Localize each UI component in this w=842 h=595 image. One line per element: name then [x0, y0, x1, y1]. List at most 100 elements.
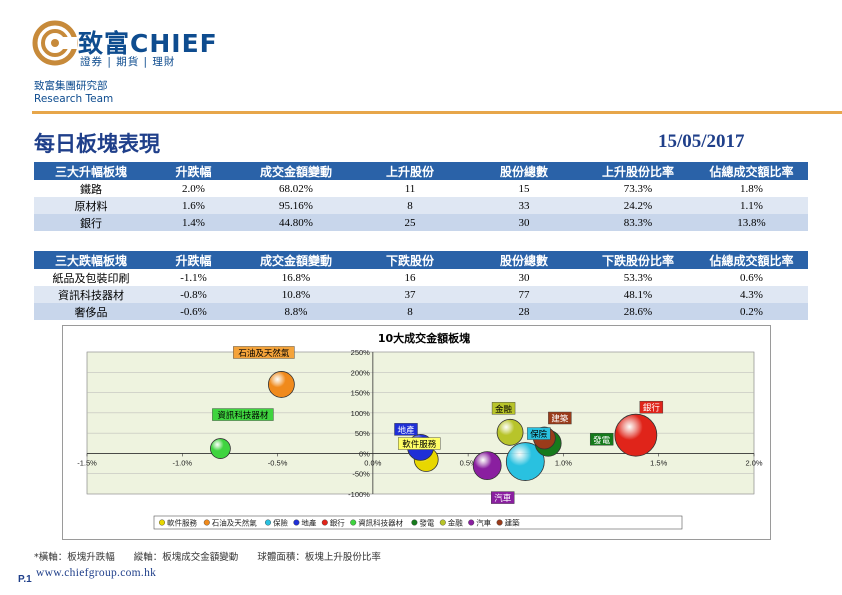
legend-label: 地產 [301, 518, 316, 528]
legend-label: 軟件服務 [167, 518, 197, 528]
table-cell: 15 [467, 180, 581, 197]
y-tick-label: -50% [352, 470, 370, 479]
bubble-label-box [639, 400, 664, 414]
table-cell: 68.02% [239, 180, 353, 197]
legend-marker [468, 519, 475, 526]
bubble-label-box [491, 402, 516, 415]
column-header: 上升股份 [353, 162, 467, 180]
x-tick-label: 0.5% [460, 458, 477, 467]
department-cn: 致富集團研究部 [34, 80, 108, 92]
page-number: P.1 [18, 574, 32, 585]
column-header: 佔總成交額比率 [695, 251, 808, 269]
table-cell: 44.80% [239, 214, 353, 231]
plot-area [86, 351, 755, 495]
table-cell: -0.6% [148, 303, 239, 320]
bubble-chart: 10大成交金額板塊 250% 200% 150% 100% 50% 0% -50% -100%… [77, 331, 763, 530]
y-tick-label: 250% [351, 348, 371, 357]
bubble-label-box [527, 427, 551, 440]
sector-name: 銀行 [34, 214, 148, 231]
chart-legend [153, 515, 683, 530]
bubble-2 [505, 442, 545, 481]
legend-marker [293, 519, 300, 526]
brand-subtitle: 證券 | 期貨 | 理財 [80, 56, 176, 68]
bubble-label: 發電 [593, 436, 611, 446]
y-tick-label: 150% [351, 389, 371, 398]
legend-label: 保險 [273, 518, 288, 528]
table-row: 資訊科技器材 -0.8% 10.8% 37 77 48.1% 4.3% [34, 286, 808, 303]
column-header: 下跌股份 [353, 251, 467, 269]
department-en: Research Team [34, 93, 114, 105]
table-row: 原材料 1.6% 95.16% 8 33 24.2% 1.1% [34, 197, 808, 214]
table-cell: 1.6% [148, 197, 239, 214]
legend-label: 發電 [419, 519, 434, 528]
table-cell: 10.8% [239, 286, 353, 303]
column-header: 三大升幅板塊 [34, 162, 148, 180]
footnote-x-axis: *橫軸：板塊升跌幅 [34, 552, 115, 563]
header-divider [32, 111, 842, 114]
legend-marker [321, 519, 328, 526]
sector-name: 奢侈品 [34, 303, 148, 320]
y-tick-label: 0% [359, 449, 370, 458]
bubble-label: 保險 [530, 429, 548, 440]
table-cell: 30 [467, 269, 581, 286]
y-tick-label: -100% [348, 490, 370, 499]
x-tick-label: 2.0% [745, 458, 762, 467]
bubble-label: 軟件服務 [402, 439, 437, 450]
table-cell: 11 [353, 180, 467, 197]
table-cell: -1.1% [148, 269, 239, 286]
column-header: 升跌幅 [148, 251, 239, 269]
sector-name: 資訊科技器材 [34, 286, 148, 303]
legend-marker [158, 519, 165, 526]
table-row: 銀行 1.4% 44.80% 25 30 83.3% 13.8% [34, 214, 808, 231]
legend-marker [496, 519, 503, 526]
bubble-8 [472, 451, 502, 481]
legend-marker [350, 519, 357, 526]
legend-label: 銀行 [330, 518, 345, 528]
x-tick-label: -1.5% [77, 458, 97, 467]
bubble-label: 建築 [551, 414, 569, 425]
bubble-label-box [394, 423, 418, 436]
legend-label: 汽車 [476, 518, 491, 528]
table-cell: 1.4% [148, 214, 239, 231]
legend-marker [411, 519, 418, 526]
legend-marker [439, 519, 446, 526]
footnote-bubble: 球體面積：板塊上升股份比率 [257, 552, 381, 563]
y-tick-label: 200% [351, 368, 371, 377]
department: 致富集團研究部 Research Team [34, 80, 113, 106]
chart-title: 10大成交金額板塊 [378, 331, 470, 345]
chart-footnote: *橫軸：板塊升跌幅 縱軸：板塊成交金額變動 球體面積：板塊上升股份比率 [34, 549, 397, 563]
table-cell: 0.6% [695, 269, 808, 286]
top-falling-sectors-table: 三大跌幅板塊 升跌幅 成交金額變動 下跌股份 股份總數 下跌股份比率 佔總成交額… [34, 251, 808, 320]
column-header: 升跌幅 [148, 162, 239, 180]
bubble-4 [614, 413, 658, 457]
bubble-label-box [589, 433, 614, 446]
bubble-label-box [548, 411, 572, 425]
company-logo: 致富CHIEF 證券 | 期貨 | 理財 [32, 18, 252, 70]
x-tick-label: -0.5% [268, 458, 288, 467]
x-tick-label: 1.0% [555, 458, 572, 467]
table-row: 鐵路 2.0% 68.02% 11 15 73.3% 1.8% [34, 180, 808, 197]
legend-marker [203, 519, 210, 526]
table-cell: 8 [353, 303, 467, 320]
table-cell: 8 [353, 197, 467, 214]
column-header: 成交金額變動 [239, 251, 353, 269]
table-cell: 95.16% [239, 197, 353, 214]
table-cell: 1.8% [695, 180, 808, 197]
column-header: 股份總數 [467, 251, 581, 269]
table-row: 紙品及包裝印刷 -1.1% 16.8% 16 30 53.3% 0.6% [34, 269, 808, 286]
website-link[interactable]: www.chiefgroup.com.hk [36, 567, 157, 579]
table-cell: 1.1% [695, 197, 808, 214]
table-cell: -0.8% [148, 286, 239, 303]
bubble-label-box [398, 437, 441, 450]
bubble-label: 汽車 [494, 493, 512, 504]
sector-name: 原材料 [34, 197, 148, 214]
table-row: 奢侈品 -0.6% 8.8% 8 28 28.6% 0.2% [34, 303, 808, 320]
bubble-7 [496, 418, 524, 446]
table-cell: 4.3% [695, 286, 808, 303]
table-cell: 53.3% [581, 269, 695, 286]
legend-marker [264, 519, 271, 526]
table-cell: 25 [353, 214, 467, 231]
table-cell: 48.1% [581, 286, 695, 303]
column-header: 下跌股份比率 [581, 251, 695, 269]
table-cell: 0.2% [695, 303, 808, 320]
